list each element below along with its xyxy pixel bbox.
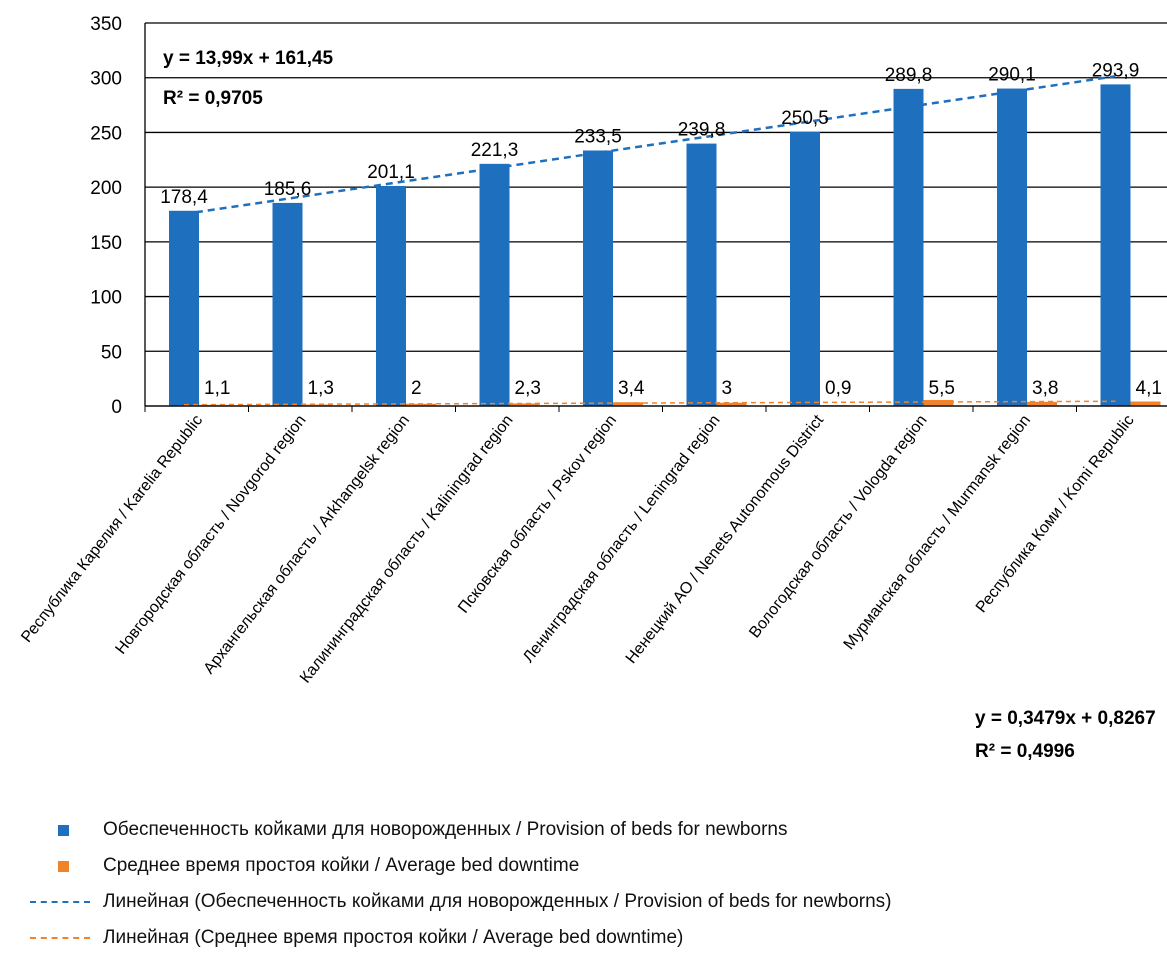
legend-swatch-beds: [58, 824, 69, 836]
x-axis: Республика Карелия / Karelia RepublicНов…: [18, 405, 1167, 686]
bar-beds: [169, 210, 199, 406]
trendlines: [183, 75, 1116, 406]
legend: Обеспеченность койками для новорожденных…: [30, 812, 892, 956]
y-tick-label: 350: [90, 14, 122, 35]
trendline-equations: y = 13,99x + 161,45 R² = 0,9705 y = 0,34…: [163, 48, 1156, 762]
legend-label-beds: Обеспеченность койками для новорожденных…: [103, 819, 788, 840]
data-label-beds: 221,3: [471, 140, 519, 161]
bar-downtime: [406, 403, 436, 406]
trend-r2-beds: R² = 0,9705: [163, 88, 263, 109]
x-category-label: Новгородская область / Novgorod region: [113, 412, 310, 658]
bar-beds: [1100, 84, 1131, 406]
trend-equation-downtime: y = 0,3479x + 0,8267: [975, 708, 1156, 729]
bar-downtime: [716, 402, 747, 406]
x-category-label: Ненецкий АО / Nenets Autonomous District: [623, 412, 828, 667]
legend-item-trend-downtime: Линейная (Среднее время простоя койки / …: [30, 920, 892, 956]
y-tick-label: 50: [101, 342, 122, 363]
data-label-downtime: 3,8: [1032, 378, 1058, 399]
gridlines: [145, 22, 1167, 407]
legend-item-beds: Обеспеченность койками для новорожденных…: [30, 812, 892, 848]
data-label-downtime: 4,1: [1136, 378, 1162, 399]
trend-equation-beds: y = 13,99x + 161,45: [163, 48, 334, 69]
bar-downtime: [509, 403, 540, 406]
legend-line-trend-downtime: [30, 937, 90, 939]
data-label-beds: 201,1: [367, 162, 415, 183]
bar-beds: [893, 88, 924, 406]
data-label-downtime: 1,1: [204, 378, 230, 399]
x-category-label: Ленинградская область / Leningrad region: [520, 412, 724, 666]
data-label-beds: 233,5: [574, 126, 622, 147]
data-label-beds: 185,6: [264, 179, 312, 200]
data-label-beds: 290,1: [988, 65, 1036, 86]
x-category-label: Мурманская область / Murmansk region: [841, 412, 1034, 653]
trendline-beds: [183, 75, 1116, 216]
y-tick-label: 250: [90, 123, 122, 144]
legend-label-trend-beds: Линейная (Обеспеченность койками для нов…: [103, 891, 892, 912]
trend-r2-downtime: R² = 0,4996: [975, 741, 1075, 762]
trendline-downtime: [183, 400, 1116, 406]
x-category-label: Архангельская область / Arkhangelsk regi…: [201, 412, 413, 677]
data-labels: 178,4 1,1 185,6 1,3 201,1 2 221,3 2,3 233,5 3,4 23…: [160, 60, 1162, 399]
bars: [169, 84, 1161, 407]
x-category-label: Вологодская область / Vologda region: [746, 412, 930, 641]
data-label-downtime: 3,4: [618, 378, 645, 399]
bar-beds: [479, 163, 510, 406]
bar-downtime: [613, 402, 643, 406]
x-category-label: Республика Карелия / Karelia Republic: [18, 412, 206, 646]
y-tick-label: 150: [90, 233, 122, 254]
legend-label-downtime: Среднее время простоя койки / Average be…: [103, 855, 580, 876]
y-axis: 0 50 100 150 200 250 300 350: [90, 14, 146, 418]
data-label-beds: 178,4: [160, 187, 208, 208]
legend-label-trend-downtime: Линейная (Среднее время простоя койки / …: [103, 927, 684, 948]
data-label-downtime: 1,3: [308, 378, 334, 399]
data-label-beds: 289,8: [885, 65, 933, 86]
bar-beds: [686, 143, 717, 407]
y-tick-label: 0: [111, 397, 122, 418]
y-tick-label: 200: [90, 178, 122, 199]
bar-beds: [997, 88, 1027, 406]
legend-item-downtime: Среднее время простоя койки / Average be…: [30, 848, 892, 884]
legend-line-trend-beds: [30, 901, 90, 903]
data-label-downtime: 0,9: [825, 378, 851, 399]
bar-downtime: [1027, 401, 1057, 406]
bar-downtime: [1130, 401, 1161, 406]
y-tick-label: 300: [90, 69, 122, 90]
bar-downtime: [923, 399, 954, 406]
bar-beds: [583, 150, 613, 406]
data-label-downtime: 2: [411, 378, 422, 399]
legend-swatch-downtime: [58, 860, 69, 872]
data-label-beds: 239,8: [678, 120, 726, 141]
x-category-label: Калининградская область / Kaliningrad re…: [297, 412, 517, 686]
legend-item-trend-beds: Линейная (Обеспеченность койками для нов…: [30, 884, 892, 920]
bar-beds: [376, 185, 406, 406]
bar-beds: [790, 131, 820, 407]
y-tick-label: 100: [90, 288, 122, 309]
data-label-downtime: 3: [722, 378, 733, 399]
bar-downtime: [302, 404, 333, 406]
data-label-beds: 250,5: [781, 108, 829, 129]
bar-beds: [272, 202, 303, 406]
data-label-downtime: 2,3: [515, 378, 541, 399]
data-label-beds: 293,9: [1092, 60, 1140, 81]
data-label-downtime: 5,5: [929, 378, 955, 399]
